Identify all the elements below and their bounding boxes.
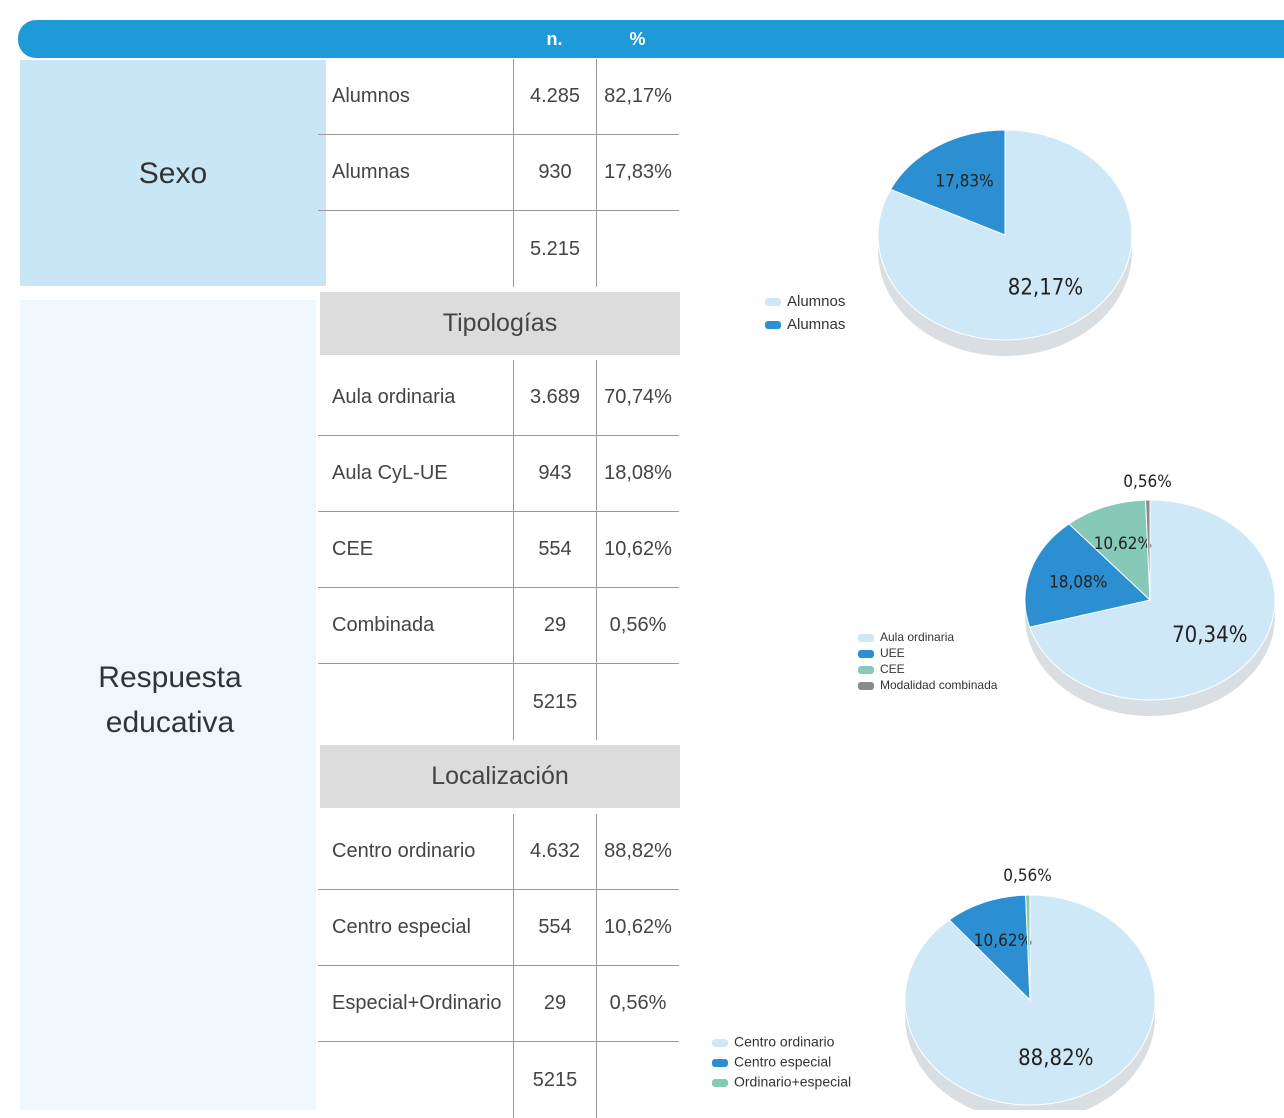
pie-slice xyxy=(948,894,1031,1002)
total-cell xyxy=(318,1042,513,1118)
section-title: Localización xyxy=(320,745,680,808)
legend-label: Modalidad combinada xyxy=(880,678,998,692)
legend-swatch xyxy=(858,634,874,642)
section-title: Tipologías xyxy=(320,292,680,355)
table-cell: 29 xyxy=(513,966,596,1042)
pie-label: 88,82% xyxy=(1018,1046,1093,1071)
table-cell: CEE xyxy=(318,512,513,588)
total-cell: 5.215 xyxy=(513,211,596,287)
legend-swatch xyxy=(858,682,874,690)
total-cell: 5215 xyxy=(513,664,596,740)
legend-swatch xyxy=(712,1079,728,1087)
legend-swatch xyxy=(858,650,874,658)
pie-label: 82,17% xyxy=(1008,275,1083,300)
total-cell xyxy=(596,1042,679,1118)
legend-label: CEE xyxy=(880,662,905,676)
table-cell: 4.285 xyxy=(513,59,596,135)
group-label: Sexo xyxy=(138,156,208,190)
pie-label: 0,56% xyxy=(1123,472,1172,492)
pie-label: 0,56% xyxy=(1003,866,1052,886)
table-cell: 4.632 xyxy=(513,814,596,890)
table-cell: 10,62% xyxy=(596,890,679,966)
pie-label: 10,62% xyxy=(1094,534,1152,554)
legend-label: UEE xyxy=(880,646,905,660)
table-cell: Centro ordinario xyxy=(318,814,513,890)
pie-slice xyxy=(1068,499,1151,602)
table-cell: 0,56% xyxy=(596,588,679,664)
pie-label: 10,62% xyxy=(974,931,1032,951)
legend-label: Centro especial xyxy=(734,1054,831,1070)
legend-label: Ordinario+especial xyxy=(734,1074,851,1090)
header-band xyxy=(18,20,1284,58)
table-cell: 29 xyxy=(513,588,596,664)
legend-label: Alumnas xyxy=(787,316,845,333)
table-cell: Aula CyL-UE xyxy=(318,436,513,512)
table-cell: Aula ordinaria xyxy=(318,360,513,436)
table-cell: Centro especial xyxy=(318,890,513,966)
total-cell xyxy=(318,664,513,740)
table-cell: 82,17% xyxy=(596,59,679,135)
table-cell: 0,56% xyxy=(596,966,679,1042)
total-cell: 5215 xyxy=(513,1042,596,1118)
table-cell: 70,74% xyxy=(596,360,679,436)
table-cell: 18,08% xyxy=(596,436,679,512)
table-cell: 943 xyxy=(513,436,596,512)
table-cell: Alumnas xyxy=(318,135,513,211)
header-n: n. xyxy=(546,28,563,49)
legend-swatch xyxy=(712,1039,728,1047)
legend-swatch xyxy=(765,321,781,329)
table-cell: Especial+Ordinario xyxy=(318,966,513,1042)
legend-swatch xyxy=(858,666,874,674)
pie-slice xyxy=(877,129,1133,341)
total-cell xyxy=(596,211,679,287)
group-box xyxy=(20,60,326,286)
pie-label: 17,83% xyxy=(935,172,993,192)
table-cell: 10,62% xyxy=(596,512,679,588)
pie-label: 70,34% xyxy=(1172,623,1247,648)
legend-label: Centro ordinario xyxy=(734,1034,835,1050)
pie-slice xyxy=(1029,499,1276,701)
legend-swatch xyxy=(765,298,781,306)
pie-label: 18,08% xyxy=(1049,573,1107,593)
total-cell xyxy=(596,664,679,740)
pie-slice xyxy=(1145,499,1151,601)
header-pct: % xyxy=(629,28,646,49)
legend-label: Aula ordinaria xyxy=(880,630,954,644)
pie-slice xyxy=(1024,523,1152,628)
table-cell: Alumnos xyxy=(318,59,513,135)
group-label: Respuesta educativa xyxy=(98,661,242,739)
table-cell: 554 xyxy=(513,890,596,966)
legend-swatch xyxy=(712,1059,728,1067)
table-cell: 3.689 xyxy=(513,360,596,436)
total-cell xyxy=(318,211,513,287)
table-cell: Combinada xyxy=(318,588,513,664)
pie-slice xyxy=(1025,894,1031,1001)
table-cell: 88,82% xyxy=(596,814,679,890)
table-cell: 930 xyxy=(513,135,596,211)
legend-label: Alumnos xyxy=(787,293,845,310)
pie-slice xyxy=(889,129,1006,236)
group-box xyxy=(20,300,316,1110)
table-cell: 17,83% xyxy=(596,135,679,211)
table-cell: 554 xyxy=(513,512,596,588)
